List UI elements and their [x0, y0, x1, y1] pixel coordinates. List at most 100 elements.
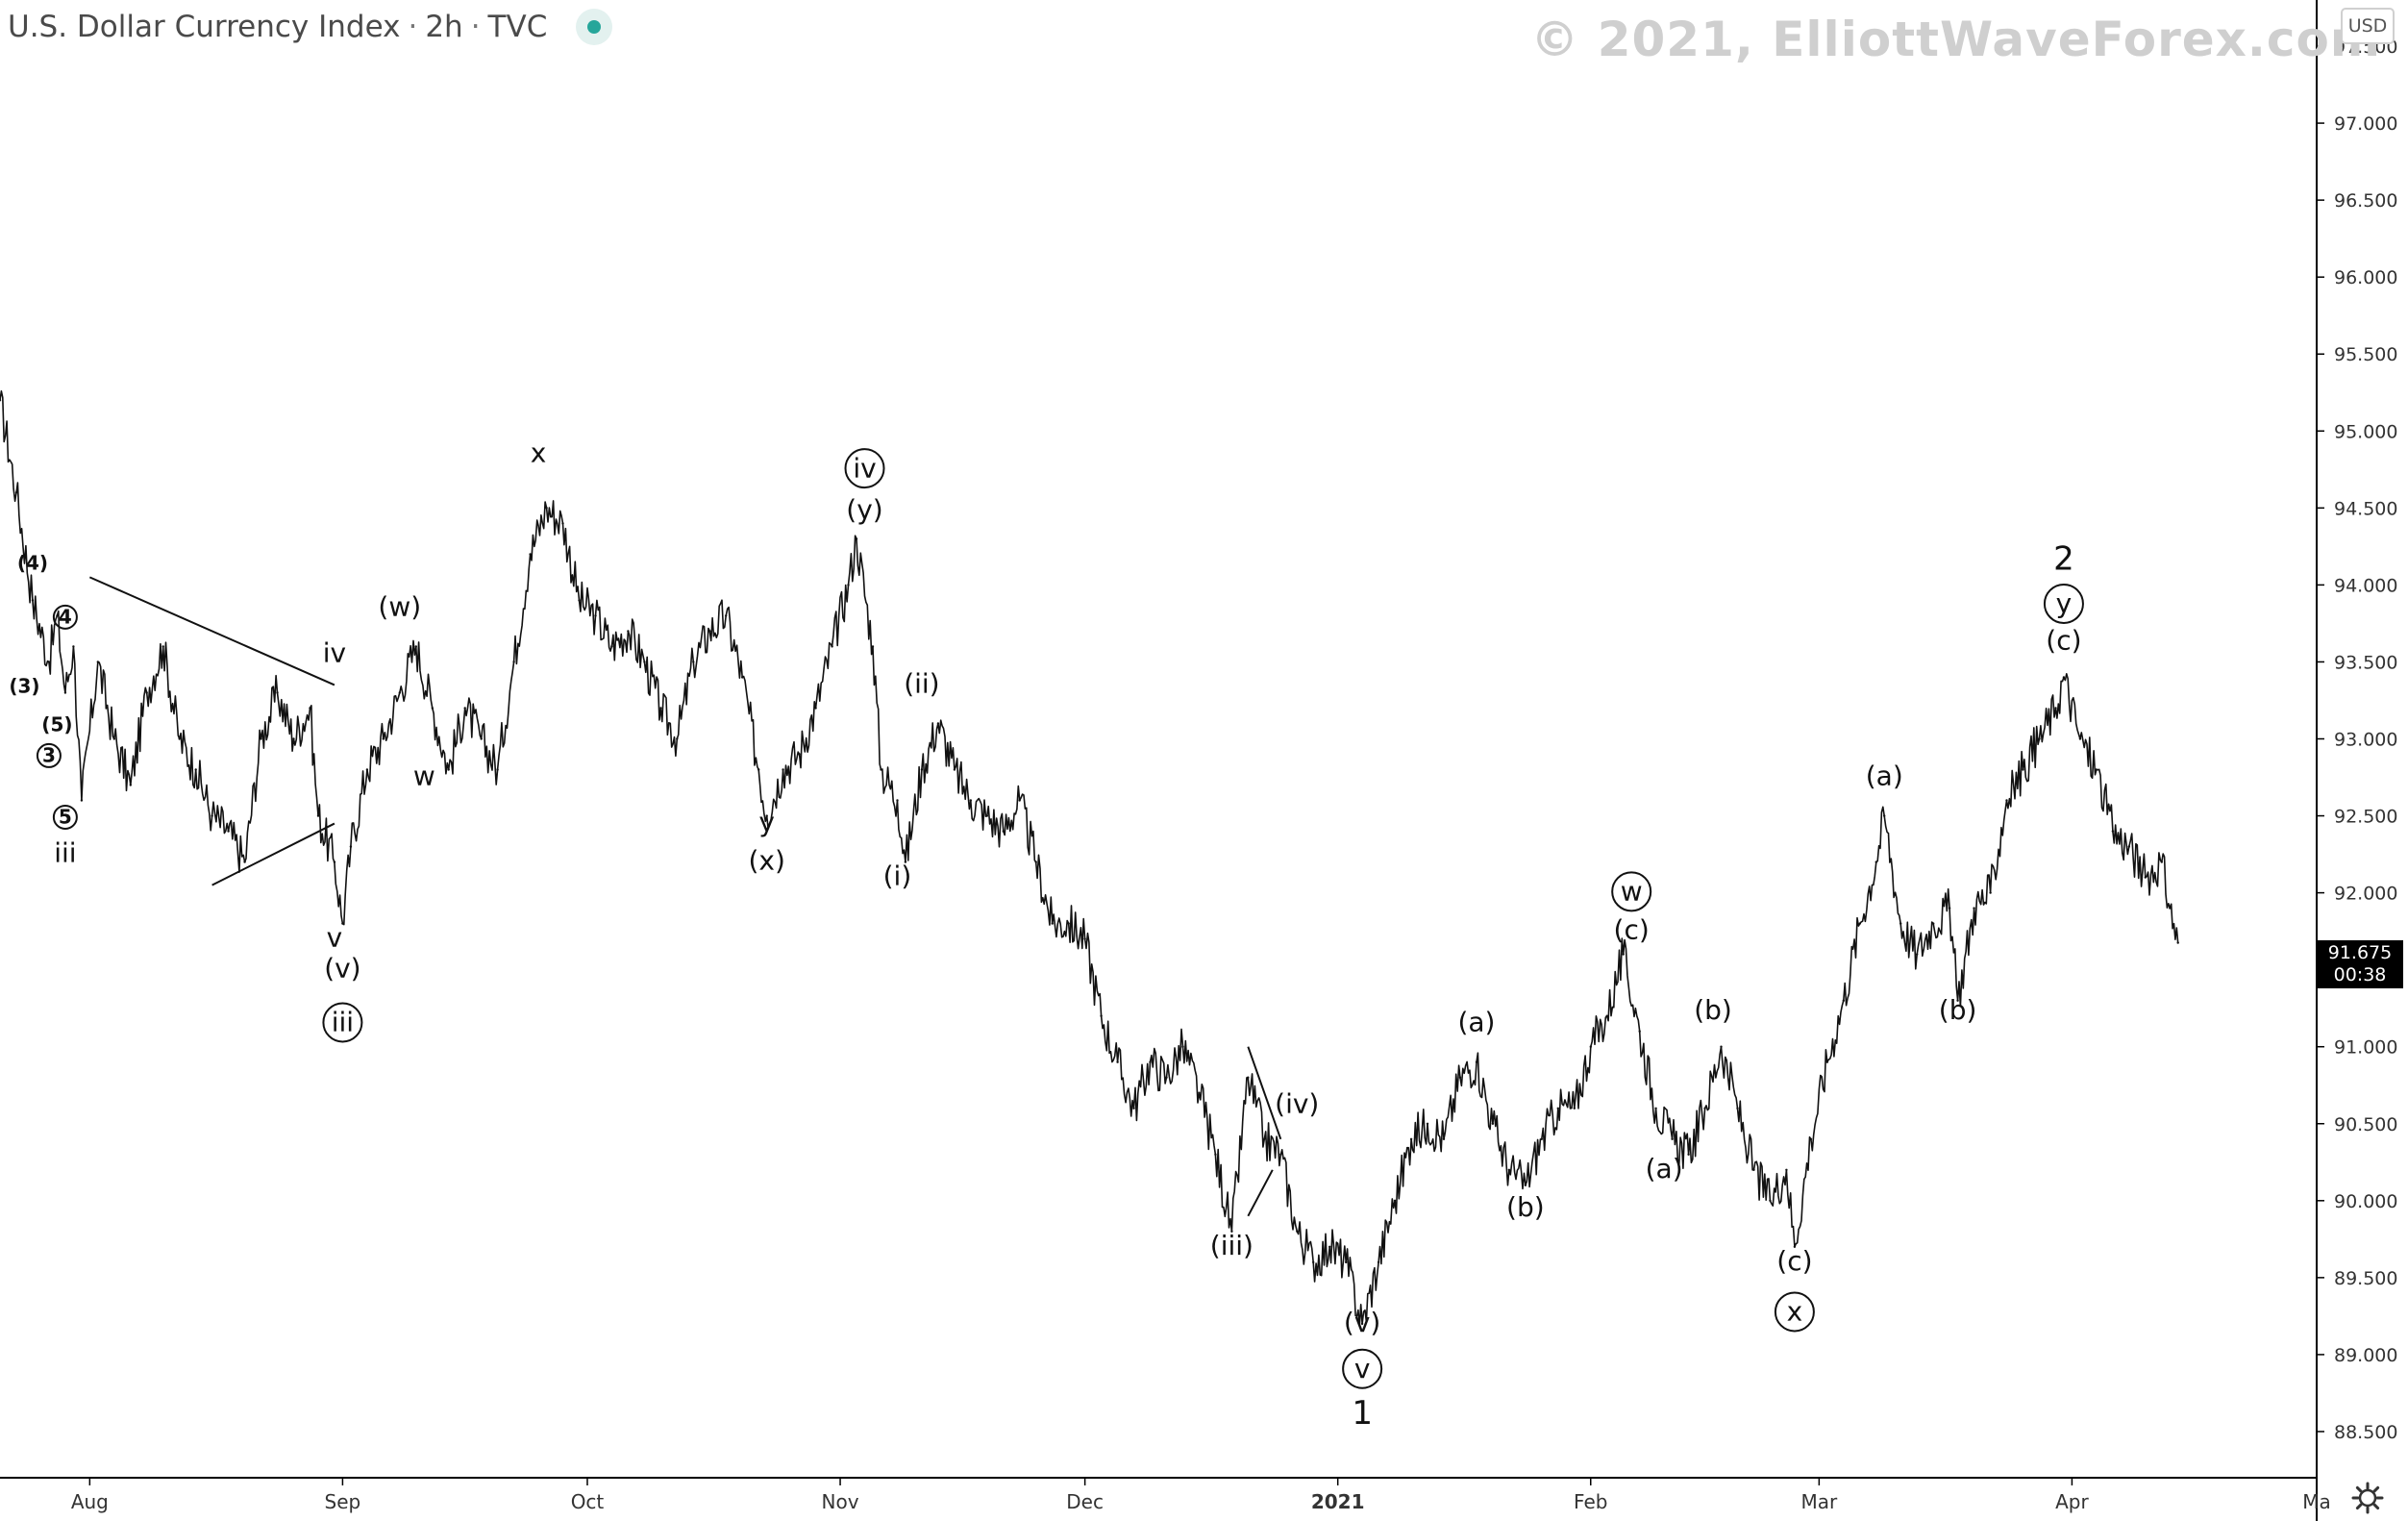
- trendline: [1247, 1169, 1274, 1217]
- gear-icon[interactable]: [2350, 1481, 2385, 1515]
- wave-label: (v): [324, 953, 360, 985]
- price-point: [1051, 922, 1054, 925]
- price-point: [145, 691, 148, 694]
- price-point: [1247, 1076, 1250, 1079]
- price-point: [2095, 768, 2098, 771]
- wave-label: x: [531, 436, 547, 468]
- price-point: [1214, 1153, 1217, 1157]
- price-point: [63, 691, 67, 694]
- wave-label: (iii): [1210, 1230, 1254, 1261]
- price-point: [1671, 1137, 1674, 1141]
- price-point: [496, 768, 499, 771]
- wave-label: (y): [846, 494, 882, 526]
- price-point: [2176, 941, 2179, 944]
- price-point: [741, 676, 744, 679]
- price-point: [1932, 922, 1935, 925]
- price-point: [708, 630, 711, 633]
- wave-label: iv: [323, 636, 346, 668]
- price-point: [610, 645, 613, 648]
- price-point: [129, 784, 132, 786]
- price-point: [896, 799, 899, 802]
- status-dot-icon[interactable]: [576, 9, 613, 45]
- price-point: [414, 645, 417, 648]
- price-point: [1769, 1199, 1772, 1203]
- price-point: [855, 537, 858, 540]
- price-point: [349, 845, 353, 848]
- price-point: [309, 707, 311, 710]
- wave-label: v: [327, 922, 343, 954]
- price-point: [643, 661, 646, 663]
- time-tick-label: Apr: [2055, 1490, 2089, 1513]
- wave-label: iii: [54, 837, 76, 869]
- price-point: [2169, 907, 2172, 910]
- trendline: [1247, 1046, 1282, 1140]
- header-separator: ·: [470, 10, 481, 44]
- price-point: [1899, 922, 1902, 925]
- price-point: [1556, 1107, 1560, 1110]
- wave-label: 5: [59, 806, 72, 829]
- price-tick-label: 88.500: [2334, 1422, 2397, 1443]
- wave-label-circle: [844, 448, 885, 489]
- price-point: [953, 768, 956, 771]
- wave-label: iii: [332, 1007, 354, 1038]
- price-point: [1296, 1230, 1299, 1234]
- wave-label: (b): [1506, 1191, 1545, 1223]
- wave-label-circle: [36, 742, 62, 768]
- price-point: [1605, 1014, 1608, 1017]
- price-point: [1948, 907, 1951, 910]
- price-point: [316, 814, 320, 817]
- price-point: [1230, 1230, 1233, 1234]
- wave-label: v: [1354, 1353, 1371, 1384]
- price-point: [276, 691, 279, 694]
- price-point: [260, 737, 262, 740]
- price-point: [871, 645, 875, 648]
- price-point: [969, 799, 972, 802]
- price-point: [1165, 1076, 1168, 1079]
- price-point: [1458, 1076, 1462, 1079]
- price-point: [243, 860, 246, 863]
- price-point: [1573, 1107, 1576, 1110]
- price-point: [2054, 707, 2057, 710]
- price-point: [1083, 937, 1086, 940]
- price-point: [1312, 1260, 1315, 1264]
- price-point: [1736, 1107, 1739, 1110]
- price-point: [178, 737, 181, 740]
- price-point: [1703, 1107, 1706, 1110]
- time-tick-label: Aug: [71, 1490, 109, 1513]
- interval-label[interactable]: 2h: [425, 10, 463, 44]
- wave-label: (w): [378, 590, 421, 622]
- price-point: [1883, 814, 1886, 817]
- price-point: [1442, 1137, 1446, 1141]
- symbol-name[interactable]: U.S. Dollar Currency Index: [8, 10, 401, 44]
- currency-badge[interactable]: USD: [2341, 8, 2395, 44]
- time-tick-label: Feb: [1574, 1490, 1607, 1513]
- price-point: [2127, 845, 2130, 848]
- price-point: [1377, 1260, 1380, 1264]
- price-point: [431, 707, 434, 710]
- price-point: [2005, 799, 2008, 802]
- wave-label: (iv): [1275, 1088, 1319, 1120]
- price-point: [1720, 1045, 1723, 1048]
- wave-label: (c): [1776, 1245, 1812, 1277]
- price-point: [1345, 1260, 1348, 1264]
- price-point: [0, 399, 2, 402]
- price-point: [2022, 768, 2024, 771]
- price-point: [333, 860, 336, 863]
- price-point: [1360, 1322, 1364, 1326]
- price-point: [1034, 860, 1037, 863]
- wave-label: (v): [1344, 1307, 1380, 1338]
- price-tick-label: 96.000: [2334, 267, 2397, 288]
- price-point: [1752, 1168, 1755, 1172]
- wave-label: 1: [1352, 1394, 1373, 1433]
- price-point: [211, 814, 213, 817]
- price-point: [904, 860, 907, 863]
- price-point: [798, 753, 801, 756]
- price-point: [880, 768, 882, 771]
- time-tick-label: Mar: [1800, 1490, 1838, 1513]
- time-tick-label: Dec: [1066, 1490, 1104, 1513]
- price-point: [1116, 1060, 1119, 1063]
- price-point: [47, 661, 51, 663]
- price-point: [341, 922, 344, 925]
